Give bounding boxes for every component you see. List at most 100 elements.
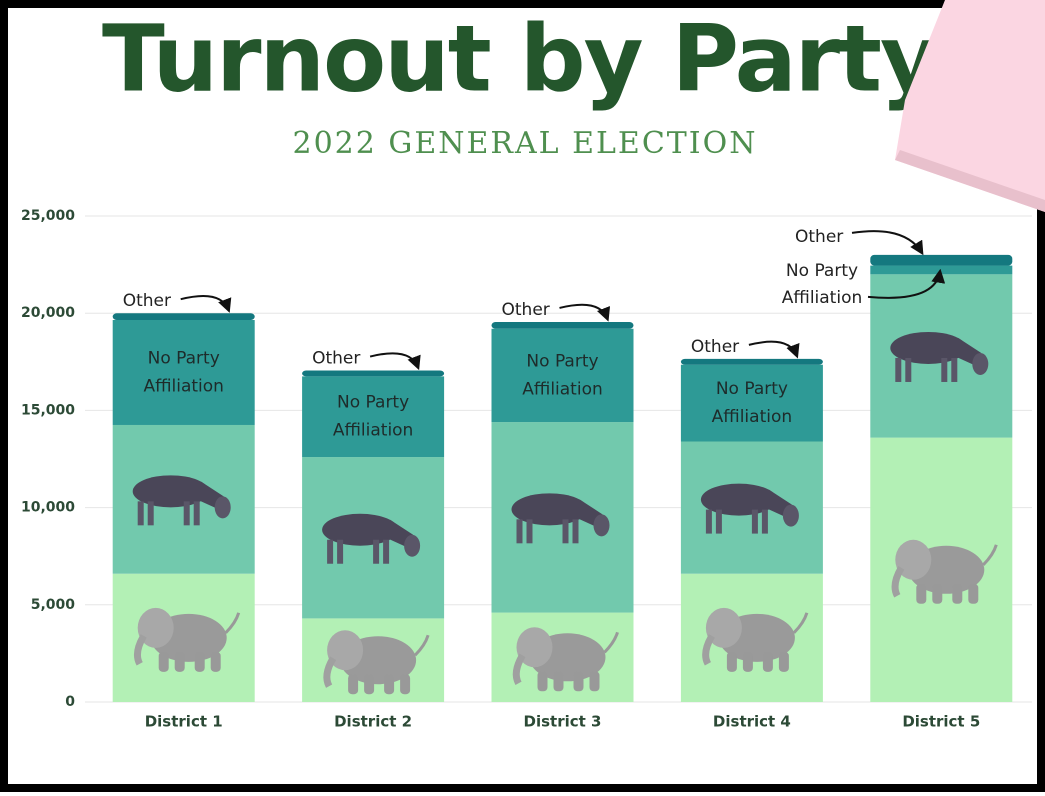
donkey-icon [511,493,610,544]
bar-segment [870,254,1013,266]
elephant-leg [553,671,564,692]
donkey-leg [895,357,902,382]
annotation-arrow [851,230,924,256]
donkey-icon [132,475,231,526]
elephant-tail [982,544,998,566]
elephant-trunk [512,653,526,685]
donkey-leg [383,539,390,564]
elephant-leg [537,671,548,692]
x-tick-label: District 4 [713,713,791,731]
donkey-body [132,475,209,508]
elephant-leg [348,674,359,695]
elephant-trunk [323,656,337,688]
elephant-leg [916,583,927,604]
elephant-leg [778,651,789,672]
elephant-leg [762,651,773,672]
elephant-leg [194,651,205,672]
donkey-icon [700,483,799,534]
donkey-leg [905,357,912,382]
segment-label: No Party [148,348,220,368]
elephant-leg [968,583,979,604]
annotation-arrow [867,268,946,299]
elephant-tail [224,612,241,634]
chart-subtitle: 2022 GENERAL ELECTION [293,126,758,161]
bar-segment [491,328,634,423]
annotation: No Party [786,261,858,281]
donkey-icon [322,513,421,564]
segment-label: Affiliation [712,407,793,427]
donkey-leg [705,509,712,534]
x-tick-label: District 2 [334,713,412,731]
elephant-head [516,627,553,668]
segment-label: Affiliation [522,379,603,399]
donkey-leg [137,501,144,526]
donkey-body [322,513,399,546]
elephant-icon [323,630,430,695]
chart-title: Turnout by Party [102,5,939,112]
y-tick-label: 25,000 [21,208,75,224]
elephant-leg [364,674,375,695]
donkey-head [972,352,989,375]
donkey-leg [327,539,334,564]
elephant-tail [414,634,430,657]
annotation-arrow [559,303,611,322]
elephant-icon [702,607,809,672]
sticky-note-shadow [895,150,1045,212]
y-tick-label: 20,000 [21,305,75,321]
donkey-head [404,534,421,557]
elephant-leg [384,674,395,695]
x-tick-label: District 3 [524,713,602,731]
annotation: Other [795,227,843,247]
elephant-leg [726,651,737,672]
donkey-head [214,496,231,519]
elephant-icon [891,539,998,604]
bar-segment [870,265,1013,275]
y-tick-label: 10,000 [21,500,75,516]
annotation: Other [123,291,171,311]
segment-label: No Party [526,351,598,371]
bar-segment [680,358,823,365]
elephant-leg [210,651,221,672]
donkey-leg [761,509,768,534]
y-tick-label: 5,000 [31,597,76,613]
donkey-leg [572,519,579,544]
segment-label: No Party [337,393,409,413]
donkey-leg [715,509,722,534]
x-tick-label: District 5 [902,713,980,731]
y-tick-label: 15,000 [21,402,75,418]
plot: 0 5,000 10,000 15,000 20,000 25,000 District 1… [21,208,1032,731]
donkey-leg [951,357,958,382]
donkey-head [782,504,799,527]
elephant-leg [174,651,185,672]
elephant-tail [792,612,809,634]
elephant-trunk [702,634,715,666]
donkey-body [890,331,967,364]
elephant-head [705,607,742,648]
annotation: Other [312,349,360,369]
elephant-leg [589,671,600,692]
elephant-icon [133,607,241,672]
elephant-leg [573,671,584,692]
elephant-leg [742,651,753,672]
segment-label: No Party [716,379,788,399]
elephant-leg [400,674,411,695]
y-tick-label: 0 [65,694,75,710]
donkey-icon [890,331,989,382]
elephant-head [327,630,364,671]
bar-segment [112,320,255,425]
annotation: Affiliation [782,288,863,308]
donkey-leg [526,519,533,544]
donkey-leg [147,501,154,526]
donkey-body [511,493,588,526]
bar-segment [491,321,634,329]
bar-segment [302,370,445,377]
annotation-arrow [180,295,232,313]
elephant-icon [512,627,619,692]
bar-segment [302,376,445,458]
bar-segment [680,364,823,442]
annotation-arrow [369,352,421,371]
elephant-leg [158,651,169,672]
donkey-body [700,483,777,516]
elephant-trunk [133,634,147,666]
